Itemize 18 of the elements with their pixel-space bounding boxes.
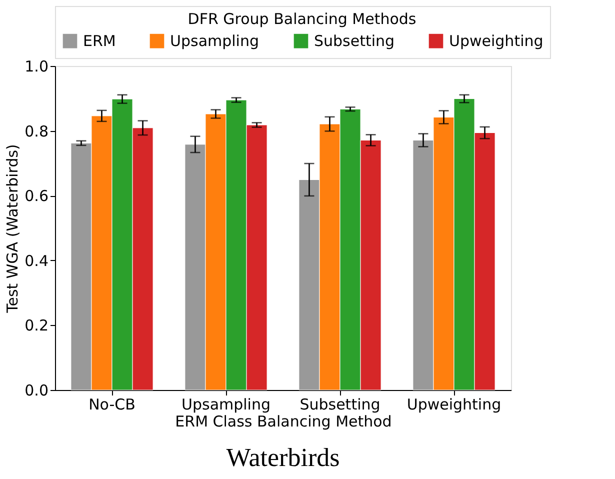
text: Waterbirds (226, 443, 340, 472)
legend-label: ERM (83, 32, 116, 50)
y-tick-label: 0.2 (24, 316, 48, 335)
x-axis-title: ERM Class Balancing Method (175, 412, 392, 430)
legend-label: Subsetting (314, 32, 395, 50)
x-tick-label: Upsampling (181, 396, 271, 414)
y-tick-label: 0.0 (24, 382, 48, 400)
x-tick-label: Subsetting (300, 396, 380, 414)
y-axis-title: Test WGA (Waterbirds) (4, 144, 22, 314)
y-tick-label: 0.8 (24, 122, 48, 140)
x-tick-label: Upweighting (406, 396, 502, 414)
legend-title: DFR Group Balancing Methods (188, 10, 416, 28)
x-tick-label: No-CB (88, 396, 136, 414)
y-tick-label: 0.4 (24, 252, 48, 270)
legend-label: Upsampling (170, 32, 260, 50)
y-tick-label: 1.0 (24, 58, 48, 76)
legend-label: Upweighting (449, 32, 544, 50)
y-tick-label: 0.6 (24, 187, 48, 206)
